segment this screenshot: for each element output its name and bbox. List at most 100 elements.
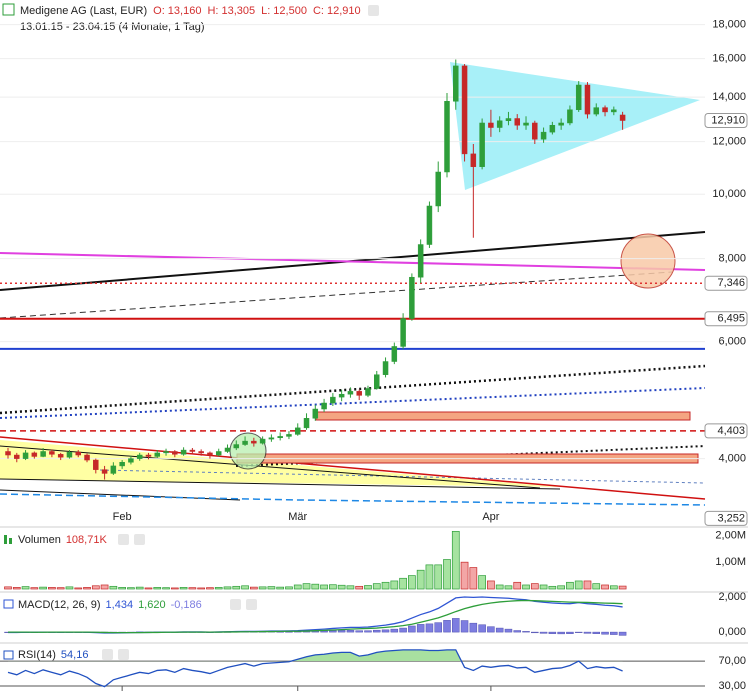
volume-bar — [425, 564, 434, 590]
y-tick-label: 30,00 — [718, 680, 746, 691]
volume-icon — [9, 538, 12, 544]
title: RSI(14) — [18, 649, 56, 661]
candle-body — [128, 458, 134, 463]
histogram-bar — [601, 631, 609, 635]
candle-body — [119, 461, 125, 467]
histogram-bar — [452, 618, 460, 633]
level-label-box — [704, 113, 748, 129]
volume-bar — [337, 584, 346, 590]
candle-body — [356, 391, 362, 396]
candle-body — [611, 109, 617, 113]
panel-value: -0,186 — [171, 599, 202, 611]
ohlc-key: C: — [313, 5, 324, 17]
y-tick-label: 10,000 — [712, 188, 746, 200]
candle-body — [242, 440, 248, 445]
candle-body — [409, 276, 415, 319]
candle-body — [567, 109, 573, 124]
panel-value: 1,620 — [138, 599, 166, 611]
candle-body — [330, 396, 336, 404]
candle-body — [558, 122, 564, 126]
volume-bar — [21, 586, 30, 590]
settings-icon[interactable] — [368, 5, 379, 16]
histogram-bar — [364, 630, 372, 633]
close-icon[interactable] — [246, 599, 257, 610]
volume-bar — [443, 559, 451, 590]
candle-body — [22, 452, 29, 459]
header: Medigene AG (Last, EUR) O: 13,160 H: 13,305 L… — [2, 3, 379, 33]
title: Medigene AG (Last, EUR) — [20, 5, 147, 17]
candle-body — [470, 153, 477, 167]
volume-bar — [232, 585, 241, 590]
volume-bar — [372, 583, 381, 590]
settings-icon[interactable] — [118, 534, 129, 545]
histogram-bar — [434, 622, 442, 633]
histogram-bar — [557, 631, 565, 635]
level-label-box — [704, 275, 748, 291]
rsi-icon — [3, 650, 14, 660]
volume-bar — [65, 586, 74, 590]
candle-body — [312, 408, 319, 419]
title: MACD(12, 26, 9) — [18, 599, 101, 611]
trend-line — [0, 271, 673, 319]
candle-body — [268, 437, 275, 440]
volume-bar — [434, 564, 443, 590]
ohlc-value: 13,160 — [168, 5, 202, 17]
volume-bar — [548, 585, 557, 590]
candle-body — [49, 451, 55, 455]
candle-body — [14, 454, 20, 459]
candle-body — [514, 118, 520, 126]
candle-body — [66, 451, 73, 458]
level-label-box — [704, 510, 748, 526]
rsi-line — [7, 649, 623, 688]
volume-bar — [609, 585, 618, 590]
separators — [0, 526, 748, 644]
level-label: 12,910 — [711, 114, 745, 126]
volume-bar — [179, 587, 188, 590]
candle-body — [400, 318, 406, 347]
y-tick-label: 8,000 — [718, 253, 746, 265]
panel-value: 54,16 — [61, 649, 89, 661]
trend-line — [0, 478, 561, 490]
volume-bar — [399, 577, 407, 590]
x-tick-label: Mär — [288, 511, 307, 523]
candle-body — [207, 452, 213, 456]
y-tick-label: 16,000 — [712, 52, 746, 64]
y-tick-label: 12,000 — [712, 136, 746, 148]
histogram-bar — [548, 631, 557, 634]
settings-icon[interactable] — [102, 649, 113, 660]
volume-bar — [574, 580, 583, 590]
panel-value: 1,434 — [106, 599, 134, 611]
volume-bar — [30, 587, 39, 590]
histogram-bar — [513, 630, 521, 633]
candle-body — [602, 107, 608, 113]
volume-bar — [557, 585, 565, 590]
histogram-bar — [566, 631, 574, 634]
volume-bar — [153, 587, 162, 590]
volume-bar — [48, 587, 56, 590]
candle-body — [488, 122, 494, 128]
ohlc-value: 12,910 — [327, 5, 361, 17]
volume-bar — [39, 586, 47, 590]
volume-bar — [583, 580, 592, 590]
candle-body — [593, 107, 600, 115]
y-tick-label: 2,000 — [718, 591, 746, 603]
close-icon[interactable] — [118, 649, 129, 660]
candle-body — [189, 449, 196, 452]
highlight-circle — [620, 233, 676, 289]
level-label: 3,252 — [717, 512, 745, 524]
settings-icon[interactable] — [230, 599, 241, 610]
volume-bar — [127, 587, 135, 590]
cyan-triangle — [450, 62, 700, 190]
panel-title: Volumen 108,71K — [18, 534, 107, 546]
histogram-bar — [399, 627, 407, 633]
y-tick-label: 1,00M — [715, 556, 746, 568]
volume-bar — [162, 587, 170, 590]
volume-bar — [135, 586, 144, 590]
close-icon[interactable] — [134, 534, 145, 545]
candle-body — [532, 122, 538, 140]
histogram-bar — [460, 620, 469, 633]
trend-line — [0, 436, 706, 500]
volume-bar — [320, 584, 328, 590]
panel-title: MACD(12, 26, 9) 1,434 1,620 -0,186 — [18, 599, 202, 611]
